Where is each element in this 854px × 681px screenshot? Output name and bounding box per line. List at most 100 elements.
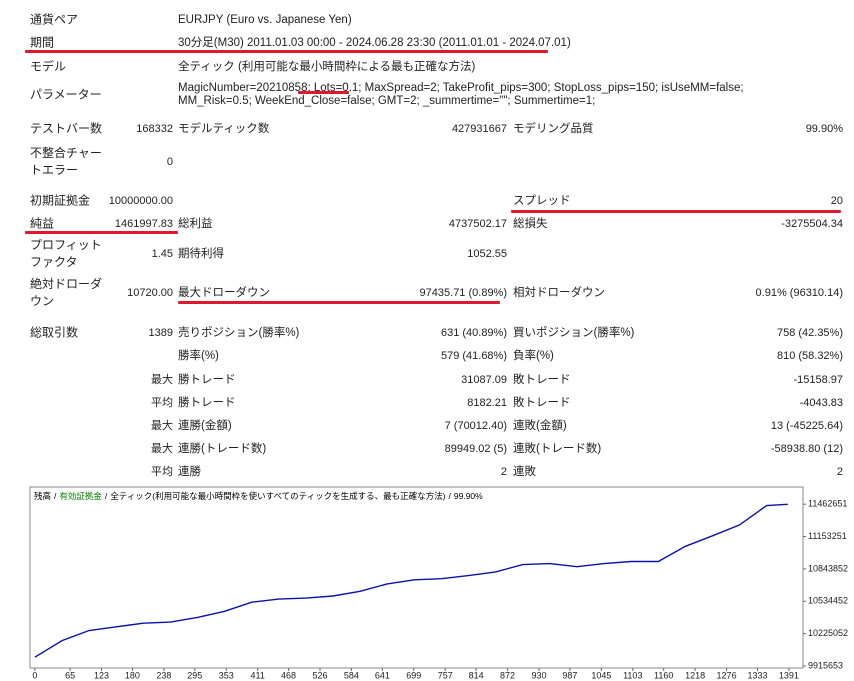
field-label: 30分足(M30) 2011.01.03 00:00 - 2024.06.28 … [178, 37, 571, 49]
field-label: テストバー数 [30, 121, 103, 136]
y-tick-label: 11153251 [808, 531, 847, 541]
legend-entry: 残高 [34, 491, 51, 501]
x-tick-label: 1333 [747, 670, 767, 680]
field-label: 通貨ペア [30, 12, 79, 27]
field-label: 連勝(金額) [178, 420, 232, 432]
field-value: 168332 [136, 123, 173, 135]
y-tick-label: 10843852 [808, 563, 848, 573]
field-value: 99.90% [805, 123, 843, 135]
field-label: EURJPY (Euro vs. Japanese Yen) [178, 14, 352, 26]
field-label: パラメーター [30, 87, 102, 102]
x-tick-label: 814 [469, 670, 484, 680]
field-label: 勝トレード [178, 397, 236, 409]
x-tick-label: 930 [531, 670, 546, 680]
x-tick-label: 1218 [685, 670, 705, 680]
field-value: 2 [500, 466, 507, 478]
balance-line [34, 503, 788, 658]
field-label: 負率(%) [513, 350, 554, 362]
field-label: スプレッド [513, 195, 571, 207]
field-value: 最大 [151, 420, 173, 432]
field-value: 2 [836, 466, 843, 478]
x-tick-label: 411 [250, 670, 264, 680]
x-tick-label: 872 [500, 670, 515, 680]
field-label: 敗トレード [513, 397, 571, 409]
highlight-underline [298, 91, 349, 94]
field-value: 最大 [151, 374, 173, 386]
highlight-underline [25, 231, 178, 234]
field-label: モデルティック数 [178, 123, 270, 135]
x-tick-label: 757 [438, 670, 453, 680]
x-tick-label: 699 [406, 670, 421, 680]
field-label: 買いポジション(勝率%) [513, 327, 635, 339]
field-label: モデル [30, 59, 67, 74]
field-label: 純益 [30, 216, 55, 231]
field-label: 期待利得 [178, 248, 224, 260]
field-value: -58938.80 (12) [770, 443, 843, 455]
x-tick-label: 295 [187, 670, 202, 680]
field-value: 平均 [151, 397, 173, 409]
field-value: 0 [166, 156, 173, 168]
field-label: 敗トレード [513, 374, 571, 386]
field-value: -3275504.34 [781, 218, 843, 230]
field-value: 579 (41.68%) [440, 350, 507, 362]
legend-entry: 全ティック(利用可能な最小時間枠を使いすべてのティックを生成する、最も正確な方法… [110, 491, 445, 501]
field-value: 1052.55 [467, 248, 507, 260]
field-label: 最大ドローダウン [178, 287, 270, 299]
x-tick-label: 0 [32, 670, 37, 680]
x-tick-label: 1160 [654, 670, 673, 680]
field-value: 1389 [148, 327, 173, 339]
field-label: 期間 [30, 35, 55, 50]
field-value: 97435.71 (0.89%) [419, 287, 507, 299]
x-tick-label: 1103 [623, 670, 642, 680]
field-value: -15158.97 [793, 374, 843, 386]
field-value: 最大 [151, 443, 173, 455]
field-value: 4737502.17 [448, 218, 507, 230]
field-label: 連敗(金額) [513, 420, 567, 432]
x-tick-label: 468 [281, 670, 296, 680]
field-value: 10000000.00 [108, 195, 173, 207]
field-label: 連勝 [178, 466, 201, 478]
field-label: プロフィットファクタ [30, 238, 102, 269]
field-label: モデリング品質 [513, 123, 594, 135]
highlight-underline [511, 210, 841, 213]
x-tick-label: 238 [156, 670, 171, 680]
field-value: 8182.21 [467, 397, 507, 409]
field-value: 20 [830, 195, 843, 207]
x-tick-label: 526 [312, 670, 327, 680]
field-value: 427931667 [451, 123, 507, 135]
x-tick-label: 1391 [779, 670, 799, 680]
field-value: -4043.83 [799, 397, 843, 409]
legend-separator: / [54, 491, 57, 501]
field-value: 631 (40.89%) [440, 327, 507, 339]
field-value: 10720.00 [127, 287, 173, 299]
x-tick-label: 641 [375, 670, 390, 680]
y-tick-label: 11462651 [808, 499, 847, 509]
field-label: 絶対ドローダウン [30, 277, 103, 308]
y-tick-label: 9915653 [808, 660, 843, 670]
field-label: 連敗 [513, 466, 536, 478]
field-label: 総損失 [513, 218, 548, 230]
field-label: 相対ドローダウン [513, 287, 605, 299]
legend-separator: / [105, 491, 108, 501]
y-tick-label: 10534452 [808, 596, 848, 606]
field-label: 不整合チャートエラー [30, 146, 102, 177]
x-tick-label: 353 [219, 670, 234, 680]
field-value: 13 (-45225.64) [770, 420, 843, 432]
field-label: 全ティック (利用可能な最小時間枠による最も正確な方法) [178, 61, 476, 73]
field-label: 連勝(トレード数) [178, 443, 267, 455]
x-tick-label: 180 [125, 670, 140, 680]
field-value: 0.91% (96310.14) [755, 287, 843, 299]
field-label: 総利益 [178, 218, 213, 230]
chart-legend: 残高 / 有効証拠金 / 全ティック(利用可能な最小時間枠を使いすべてのティックを生成す… [34, 491, 483, 501]
field-value: 1.45 [151, 248, 173, 260]
legend-entry: 99.90% [454, 491, 483, 501]
field-value: 平均 [151, 466, 173, 478]
field-label: 初期証拠金 [30, 193, 91, 208]
field-value: 31087.09 [461, 374, 507, 386]
x-tick-label: 65 [65, 670, 75, 680]
x-tick-label: 1045 [591, 670, 611, 680]
field-value: 1461997.83 [114, 218, 173, 230]
highlight-underline [25, 50, 548, 53]
y-tick-label: 10225052 [808, 628, 848, 638]
